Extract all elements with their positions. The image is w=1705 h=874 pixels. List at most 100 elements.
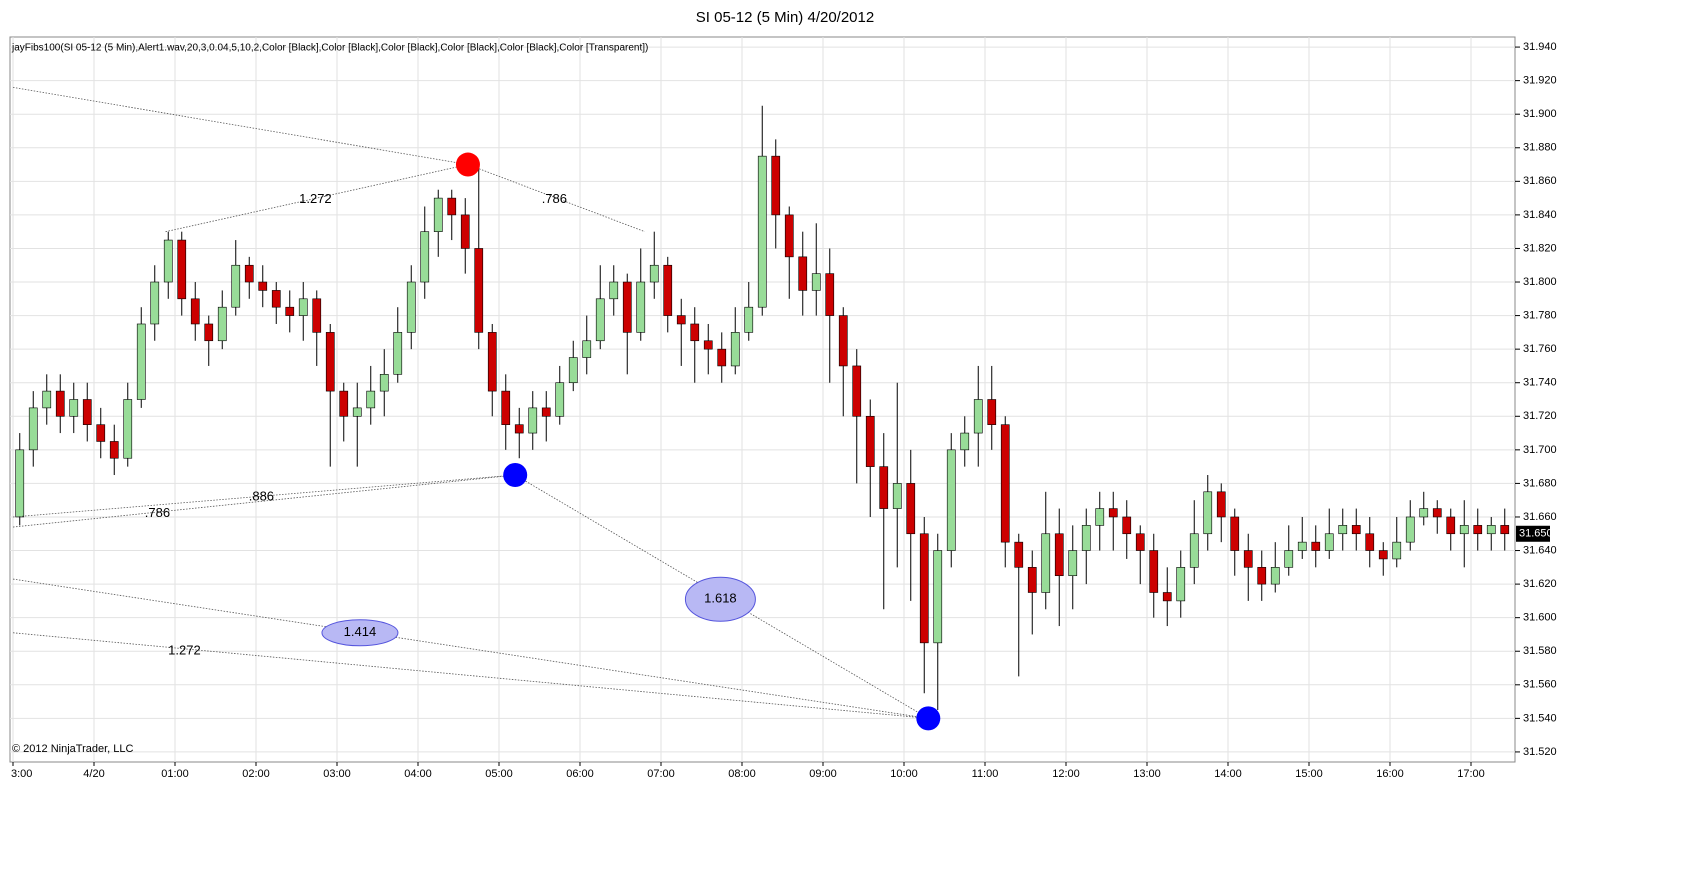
candle-body [1486, 525, 1496, 535]
candle-body [892, 483, 902, 509]
candle-body [1176, 567, 1186, 602]
candle-body [1095, 508, 1105, 526]
y-tick-label: 31.800 [1523, 276, 1557, 288]
pivot-dot [503, 463, 528, 488]
candle-body [433, 197, 443, 232]
fib-label: .786 [542, 191, 567, 206]
y-tick-label: 31.680 [1523, 477, 1557, 489]
candle-body [663, 264, 673, 316]
candle-body [622, 281, 632, 333]
candle-body [784, 214, 794, 258]
candle-body [82, 399, 92, 425]
pivot-dot [916, 706, 941, 731]
candle-body [150, 281, 160, 325]
candle-body [312, 298, 322, 333]
candle-body [1257, 567, 1267, 585]
y-tick-label: 31.560 [1523, 679, 1557, 691]
candle-body [1068, 550, 1078, 577]
candle-body [865, 415, 875, 467]
candle-body [55, 390, 65, 417]
candle-body [474, 248, 484, 333]
candle-body [717, 348, 727, 367]
candle-body [582, 340, 592, 358]
x-tick-label: 02:00 [242, 768, 270, 780]
candle-body [1284, 550, 1294, 568]
candle-body [1014, 541, 1024, 568]
candle-body [838, 315, 848, 367]
x-tick-label: 10:00 [890, 768, 918, 780]
chart-title: SI 05-12 (5 Min) 4/20/2012 [696, 9, 874, 26]
candle-body [1027, 567, 1037, 593]
fib-line [12, 86, 469, 165]
fib-label: 1.272 [168, 643, 201, 658]
copyright: © 2012 NinjaTrader, LLC [12, 743, 133, 755]
y-tick-label: 31.700 [1523, 444, 1557, 456]
candle-body [487, 332, 497, 392]
y-tick-label: 31.540 [1523, 712, 1557, 724]
candle-body [204, 323, 214, 342]
candle-body [1446, 516, 1456, 535]
x-tick-label: 3:00 [11, 768, 32, 780]
candle-body [1324, 533, 1334, 551]
y-tick-label: 31.880 [1523, 142, 1557, 154]
candle-body [703, 340, 713, 350]
candle-body [798, 256, 808, 291]
candle-body [271, 290, 281, 308]
candle-body [352, 407, 362, 417]
candle-body [609, 281, 619, 300]
x-tick-label: 4/20 [83, 768, 104, 780]
x-tick-label: 15:00 [1295, 768, 1323, 780]
candle-body [231, 264, 241, 308]
x-tick-label: 03:00 [323, 768, 351, 780]
candle-body [1122, 516, 1132, 535]
candle-body [379, 374, 389, 392]
candle-body [1230, 516, 1240, 551]
x-tick-label: 06:00 [566, 768, 594, 780]
candle-body [1338, 525, 1348, 535]
candle-body [1149, 550, 1159, 593]
y-tick-label: 31.740 [1523, 377, 1557, 389]
candle-body [177, 239, 187, 300]
y-tick-label: 31.920 [1523, 75, 1557, 87]
candle-body [406, 281, 416, 333]
candle-body [568, 357, 578, 384]
last-price-label: 31.650 [1519, 528, 1553, 540]
y-tick-label: 31.860 [1523, 175, 1557, 187]
candle-body [420, 231, 430, 283]
x-tick-label: 14:00 [1214, 768, 1242, 780]
x-tick-label: 12:00 [1052, 768, 1080, 780]
candle-body [1270, 567, 1280, 585]
candle-body [541, 407, 551, 417]
candle-body [258, 281, 268, 291]
candle-body [906, 483, 916, 535]
fib-ellipse [684, 576, 756, 622]
x-tick-label: 17:00 [1457, 768, 1485, 780]
candle-body [42, 390, 52, 409]
y-tick-label: 31.660 [1523, 511, 1557, 523]
candle-body [879, 466, 889, 509]
candle-body [244, 264, 254, 283]
candle-body [730, 332, 740, 367]
candle-body [690, 323, 700, 342]
candle-body [636, 281, 646, 333]
candle-body [1459, 525, 1469, 535]
fib-line [12, 578, 929, 719]
plot-frame [9, 36, 1516, 763]
candle-body [933, 550, 943, 644]
candle-body [285, 306, 295, 316]
y-tick-label: 31.520 [1523, 746, 1557, 758]
candle-body [1216, 491, 1226, 518]
y-tick-label: 31.760 [1523, 343, 1557, 355]
x-tick-label: 01:00 [161, 768, 189, 780]
candle-body [1351, 525, 1361, 535]
candle-body [987, 399, 997, 425]
candle-body [1041, 533, 1051, 593]
candle-body [595, 298, 605, 342]
candle-body [1419, 508, 1429, 518]
candle-body [15, 449, 25, 518]
candle-body [1135, 533, 1145, 551]
candle-body [393, 332, 403, 375]
fib-line [12, 474, 516, 528]
candle-body [1054, 533, 1064, 577]
x-tick-label: 13:00 [1133, 768, 1161, 780]
